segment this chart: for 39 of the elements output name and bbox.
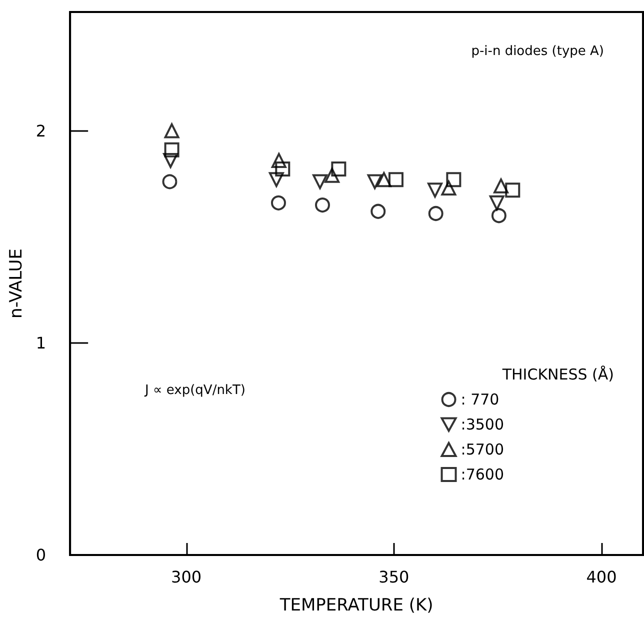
point	[315, 198, 330, 213]
point	[505, 182, 520, 198]
point	[163, 152, 178, 168]
x-axis-title: TEMPERATURE (K)	[278, 596, 434, 616]
point	[388, 172, 404, 188]
point	[446, 172, 462, 188]
point	[367, 174, 382, 190]
legend-label: :7600	[460, 466, 504, 484]
point	[491, 208, 506, 224]
point	[376, 172, 392, 188]
x-tick-label: 300	[171, 568, 202, 586]
legend-label: : 770	[460, 390, 500, 408]
annotation: p-i-n diodes (type A)	[471, 44, 604, 59]
legend-label: :3500	[460, 416, 504, 434]
point	[275, 161, 290, 176]
annotation: J ∝ exp(qV/nkT)	[144, 383, 246, 398]
point	[324, 168, 340, 183]
y-tick-label: 2	[36, 121, 46, 140]
point	[428, 206, 444, 221]
y-tick-label: 0	[36, 546, 46, 564]
y-axis-title: n-VALUE	[6, 248, 26, 318]
point	[162, 174, 178, 190]
point	[312, 174, 328, 190]
point	[441, 180, 456, 196]
point	[331, 161, 346, 176]
point	[271, 195, 286, 210]
legend-title: THICKNESS (Å)	[501, 366, 614, 384]
y-tick-label: 1	[36, 333, 46, 352]
x-tick-label: 400	[586, 568, 617, 586]
point	[164, 123, 180, 138]
point	[268, 172, 284, 188]
point	[370, 204, 386, 219]
x-tick-label: 350	[378, 568, 410, 586]
point	[271, 152, 286, 168]
point	[428, 182, 443, 198]
point	[489, 195, 504, 210]
legend-label: :5700	[460, 440, 504, 458]
point	[164, 142, 180, 158]
point	[494, 178, 509, 194]
